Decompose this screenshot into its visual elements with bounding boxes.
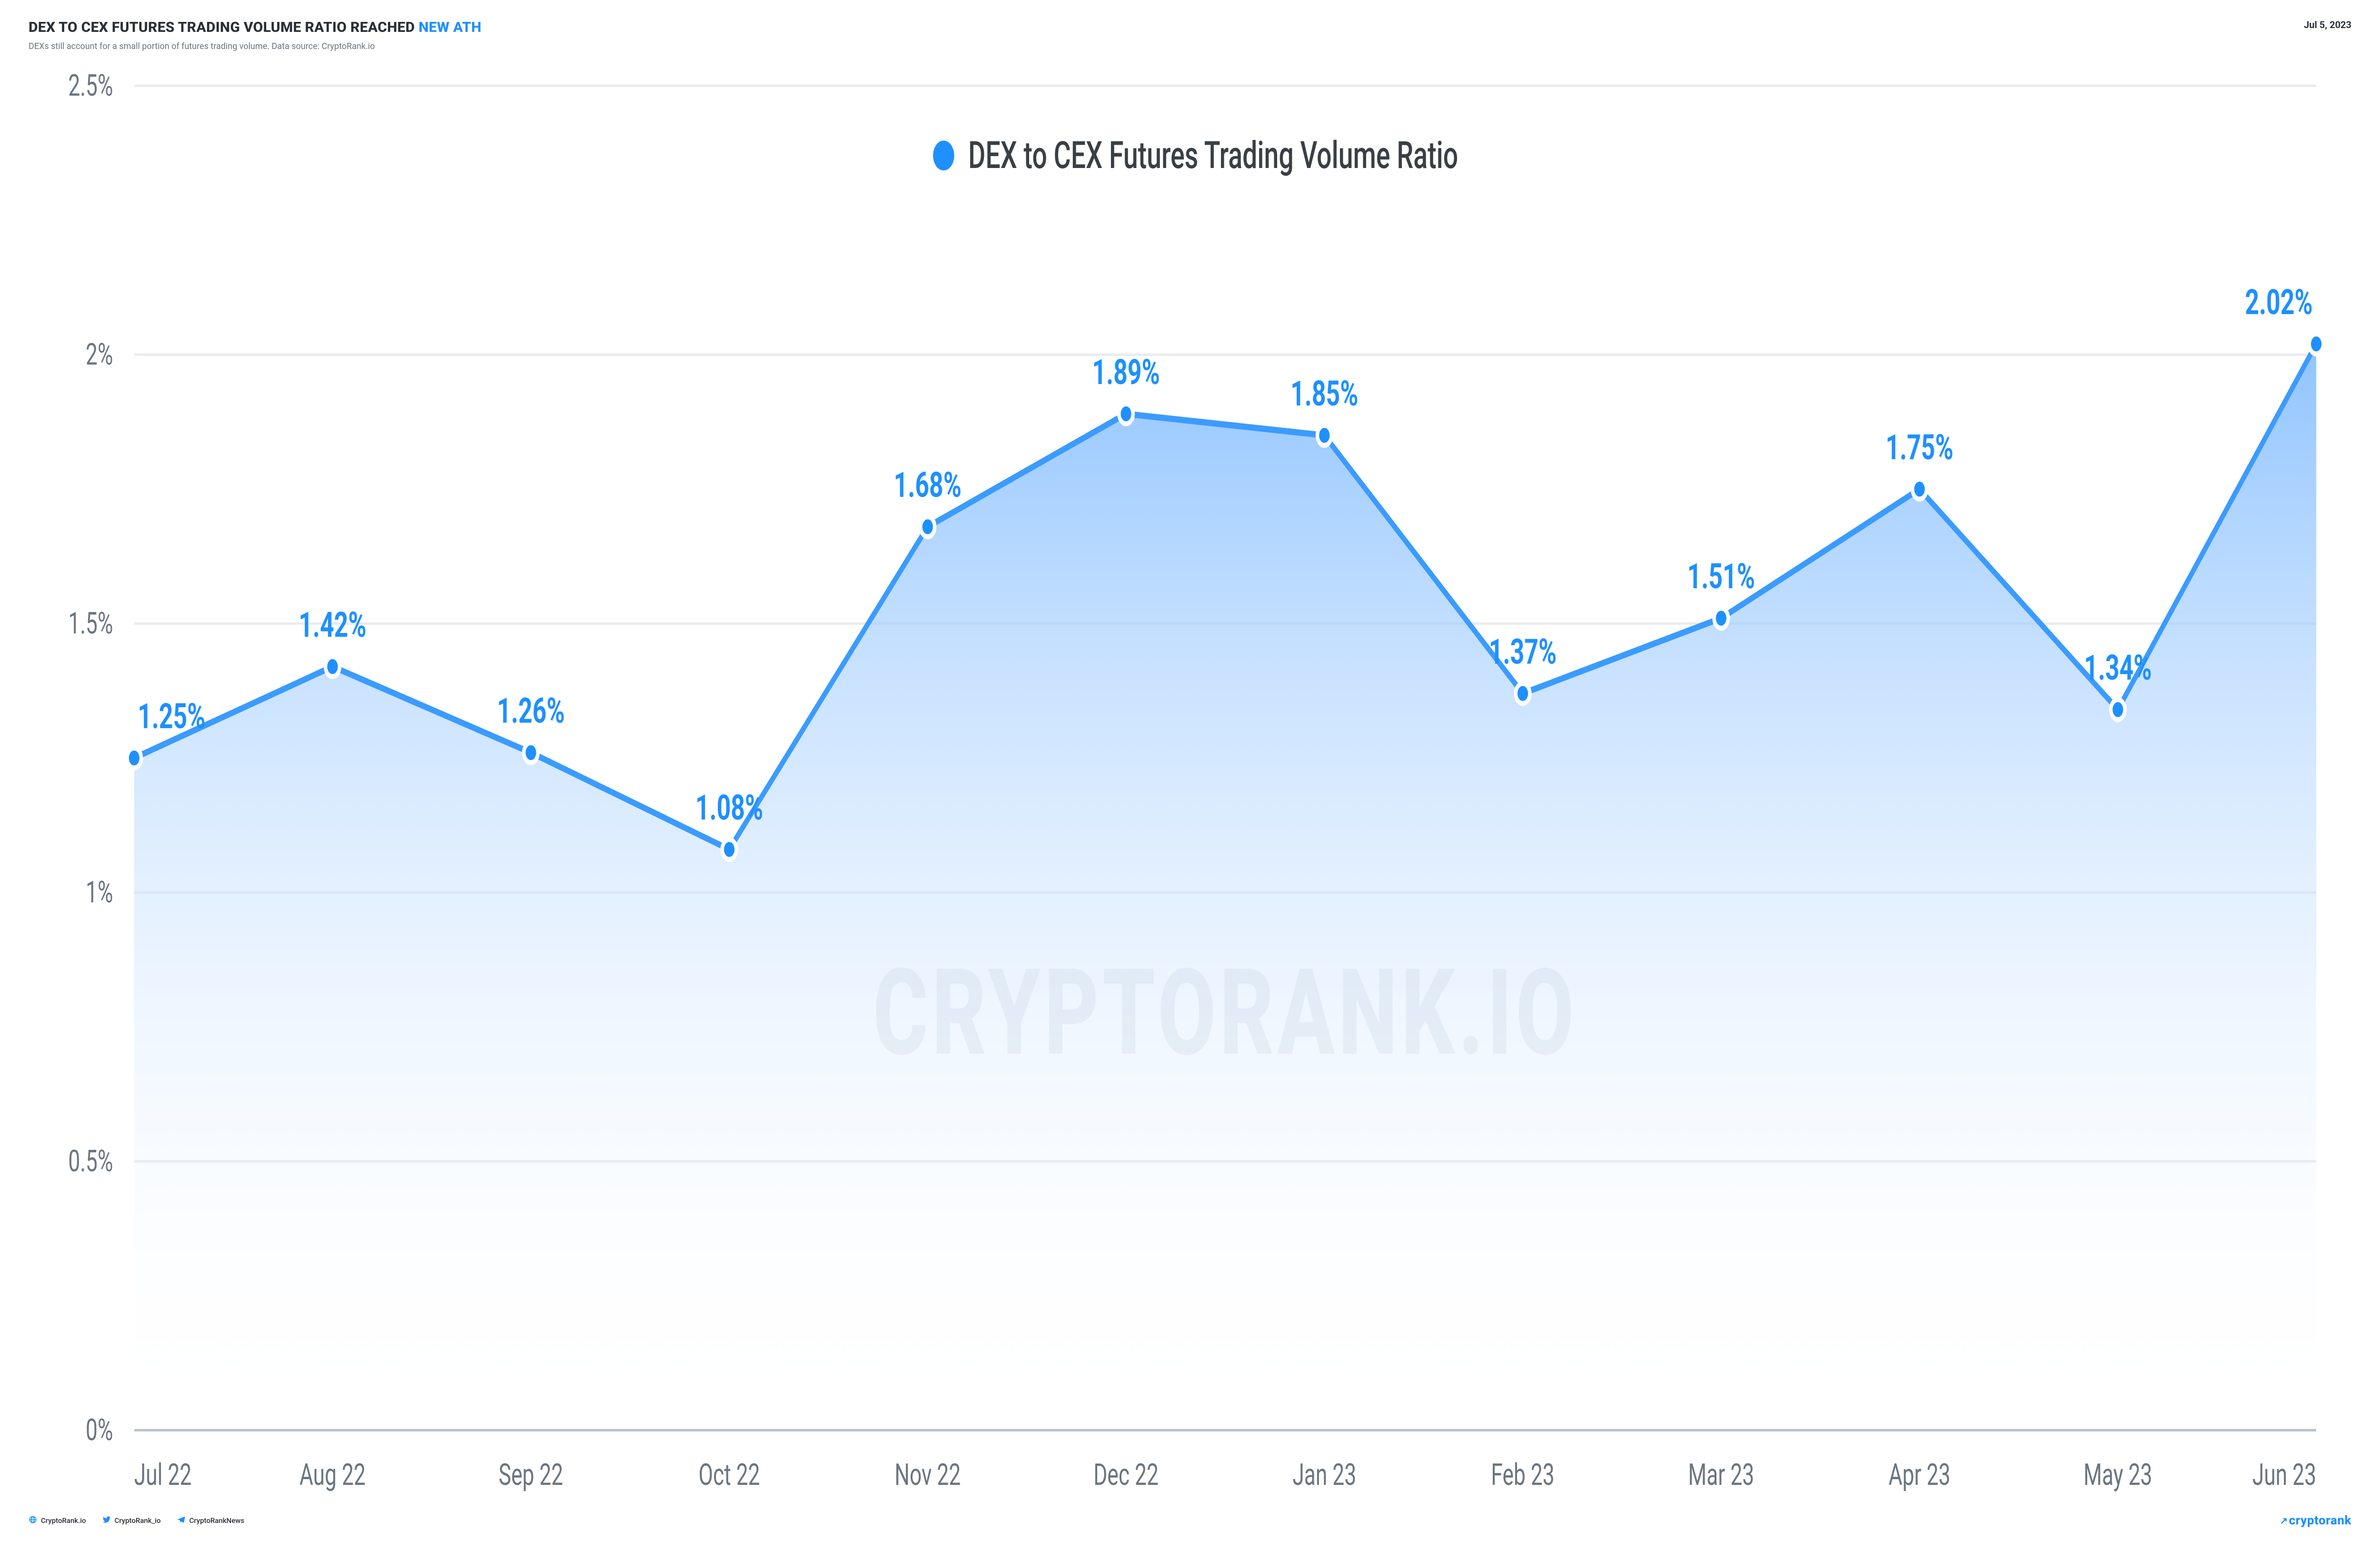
svg-text:Mar 23: Mar 23	[1688, 1458, 1754, 1493]
svg-text:1.89%: 1.89%	[1092, 352, 1160, 393]
globe-icon	[29, 1515, 37, 1526]
brand-text: cryptorank	[2289, 1513, 2351, 1528]
svg-text:2.02%: 2.02%	[2245, 282, 2312, 323]
svg-text:1.51%: 1.51%	[1687, 556, 1755, 597]
telegram-icon	[177, 1515, 186, 1526]
svg-text:0%: 0%	[86, 1413, 113, 1448]
footer: CryptoRank.io CryptoRank_io CryptoRankNe…	[29, 1513, 2351, 1528]
social-telegram-label: CryptoRankNews	[189, 1516, 245, 1525]
svg-text:2.5%: 2.5%	[68, 69, 113, 104]
page-title: DEX TO CEX FUTURES TRADING VOLUME RATIO …	[29, 19, 481, 36]
svg-text:May 23: May 23	[2083, 1458, 2152, 1493]
svg-text:Jan 23: Jan 23	[1292, 1458, 1356, 1493]
title-prefix: DEX TO CEX FUTURES TRADING VOLUME RATIO …	[29, 19, 418, 36]
svg-text:Oct 22: Oct 22	[699, 1458, 760, 1493]
svg-text:1.08%: 1.08%	[695, 788, 763, 828]
report-date: Jul 5, 2023	[2304, 19, 2351, 30]
svg-text:1.34%: 1.34%	[2084, 648, 2152, 688]
svg-text:1.85%: 1.85%	[1290, 374, 1358, 414]
svg-text:2%: 2%	[86, 338, 113, 373]
svg-text:1.25%: 1.25%	[138, 696, 205, 737]
social-website-label: CryptoRank.io	[41, 1516, 86, 1525]
twitter-icon	[102, 1515, 111, 1526]
svg-text:1.68%: 1.68%	[894, 465, 962, 505]
area-chart: 0%0.5%1%1.5%2%2.5%CRYPTORANK.IO1.25%1.42…	[29, 61, 2351, 1505]
svg-text:1.26%: 1.26%	[497, 691, 565, 731]
svg-text:0.5%: 0.5%	[68, 1144, 113, 1179]
svg-text:Sep 22: Sep 22	[499, 1458, 564, 1493]
svg-text:Apr 23: Apr 23	[1889, 1458, 1951, 1493]
svg-text:Dec 22: Dec 22	[1093, 1458, 1159, 1493]
brand-logo: ↗cryptorank	[2280, 1513, 2351, 1528]
chart-container: 0%0.5%1%1.5%2%2.5%CRYPTORANK.IO1.25%1.42…	[29, 61, 2351, 1505]
header: DEX TO CEX FUTURES TRADING VOLUME RATIO …	[29, 19, 2351, 36]
svg-text:Jul 22: Jul 22	[134, 1458, 192, 1493]
social-links: CryptoRank.io CryptoRank_io CryptoRankNe…	[29, 1515, 244, 1526]
social-telegram[interactable]: CryptoRankNews	[177, 1515, 245, 1526]
svg-text:1%: 1%	[86, 875, 113, 910]
social-twitter-label: CryptoRank_io	[115, 1516, 161, 1525]
brand-arrow-icon: ↗	[2280, 1515, 2288, 1526]
svg-text:1.42%: 1.42%	[298, 605, 366, 645]
svg-text:Feb 23: Feb 23	[1491, 1458, 1554, 1493]
svg-text:Nov 22: Nov 22	[894, 1458, 961, 1493]
svg-text:1.5%: 1.5%	[68, 607, 113, 642]
subtitle: DEXs still account for a small portion o…	[29, 41, 2351, 51]
social-twitter[interactable]: CryptoRank_io	[102, 1515, 161, 1526]
title-accent: NEW ATH	[418, 19, 481, 36]
svg-text:1.37%: 1.37%	[1489, 632, 1557, 672]
svg-text:DEX to CEX Futures Trading Vol: DEX to CEX Futures Trading Volume Ratio	[968, 133, 1458, 177]
svg-text:Jun 23: Jun 23	[2252, 1458, 2316, 1493]
svg-text:Aug 22: Aug 22	[299, 1458, 366, 1493]
svg-text:1.75%: 1.75%	[1885, 427, 1953, 468]
social-website[interactable]: CryptoRank.io	[29, 1515, 86, 1526]
